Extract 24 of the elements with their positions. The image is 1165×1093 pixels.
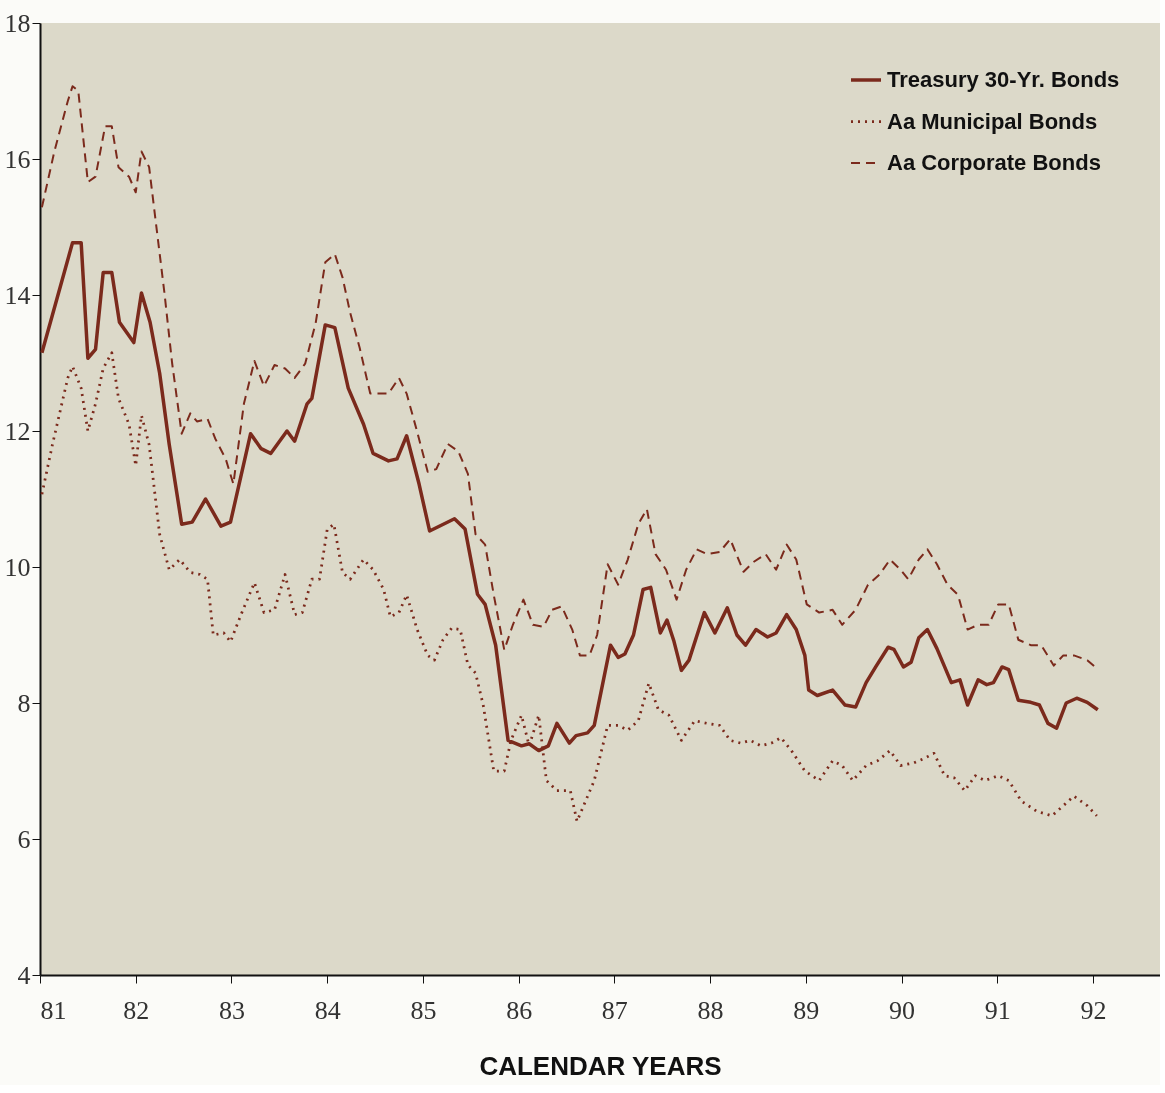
x-axis-title: CALENDAR YEARS xyxy=(479,1050,722,1081)
y-tick-label: 14 xyxy=(4,280,31,310)
y-tick-label: 10 xyxy=(4,552,31,582)
x-tick-label: 90 xyxy=(889,995,916,1025)
y-tick-label: 18 xyxy=(4,8,31,38)
y-tick-label: 8 xyxy=(17,688,31,718)
x-tick-label: 81 xyxy=(40,995,67,1025)
x-tick-label: 89 xyxy=(793,995,820,1025)
y-tick-label: 4 xyxy=(17,960,31,990)
x-tick-label: 88 xyxy=(697,995,724,1025)
x-tick-label: 85 xyxy=(410,995,437,1025)
x-tick-label: 83 xyxy=(218,995,245,1025)
y-tick-label: 12 xyxy=(4,416,31,446)
y-tick-label: 16 xyxy=(4,144,31,174)
y-tick-label: 6 xyxy=(17,824,31,854)
x-tick-label: 82 xyxy=(123,995,150,1025)
legend-label: Treasury 30-Yr. Bonds xyxy=(887,67,1120,92)
legend-label: Aa Corporate Bonds xyxy=(887,150,1101,175)
x-tick-label: 92 xyxy=(1080,995,1107,1025)
legend-label: Aa Municipal Bonds xyxy=(887,108,1098,134)
x-tick-label: 86 xyxy=(506,995,533,1025)
x-tick-label: 84 xyxy=(314,995,341,1025)
x-tick-label: 91 xyxy=(984,995,1011,1025)
x-tick-label: 87 xyxy=(601,995,628,1025)
